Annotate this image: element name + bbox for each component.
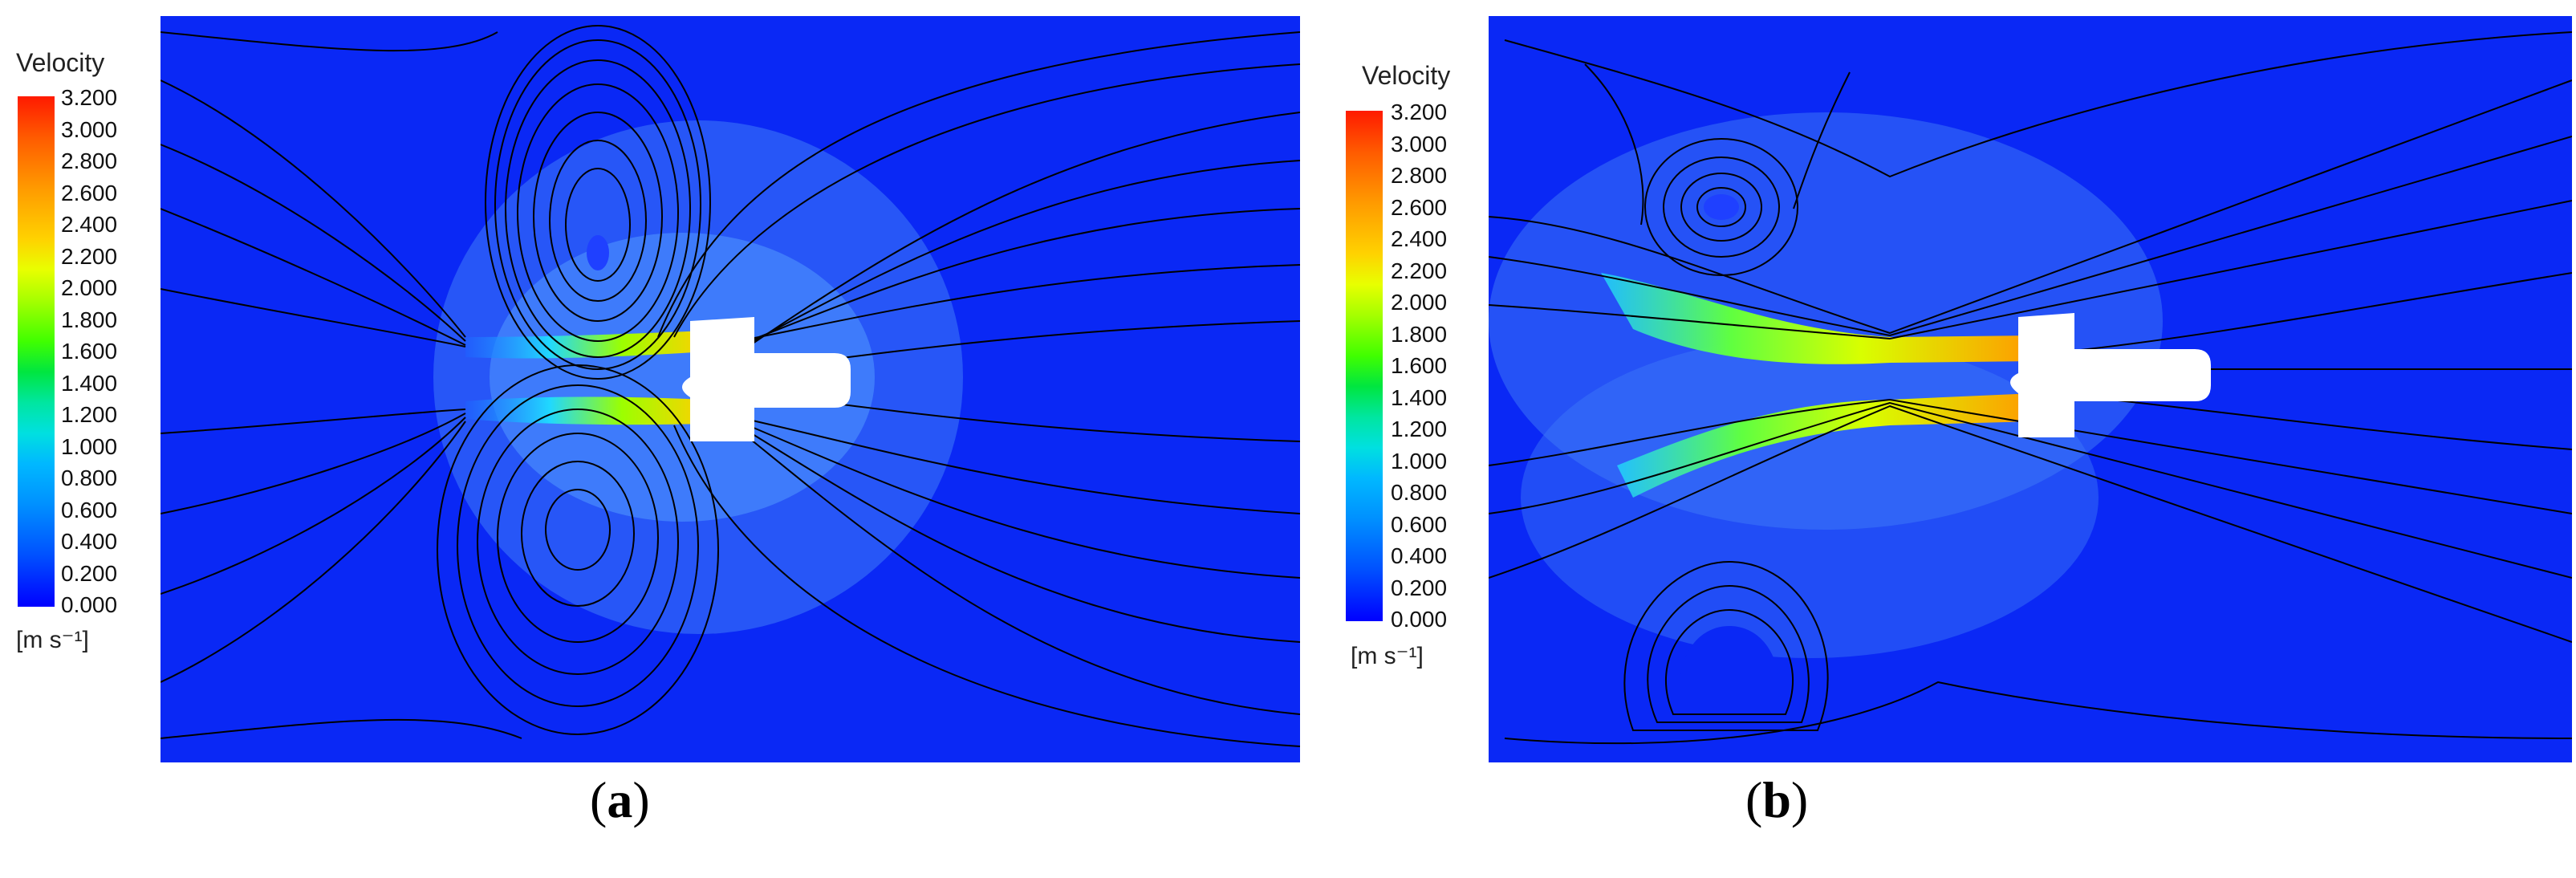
colorbar-tick: 1.400 (1391, 384, 1448, 410)
lower-jet (465, 396, 706, 425)
flow-field-b (1489, 16, 2572, 762)
hull-body (682, 317, 851, 441)
colorbar-tick: 2.400 (61, 212, 118, 237)
colorbar-tick: 2.200 (61, 243, 118, 269)
panel-b: Velocity 3.200 3.000 2.800 2.600 2.400 2.200 2… (1288, 0, 2576, 878)
low-velocity-halo (1489, 112, 2163, 530)
panel-a: Velocity 3.200 3.000 2.800 2.600 2.400 2.200 2… (16, 16, 1300, 828)
colorbar-tick: 0.800 (1391, 480, 1448, 505)
colorbar-tick: 2.400 (1391, 226, 1448, 251)
colorbar-tick: 0.200 (61, 560, 118, 586)
velocity-colorbar (1346, 111, 1383, 621)
legend-title: Velocity (16, 48, 105, 77)
colorbar-tick: 2.000 (61, 275, 118, 300)
colorbar-tick: 2.600 (61, 180, 118, 205)
colorbar-tick: 1.600 (1391, 353, 1448, 378)
hull-body (2010, 313, 2211, 437)
colorbar-tick: 0.200 (1391, 575, 1448, 600)
colorbar-tick: 1.800 (1391, 321, 1448, 347)
legend-title: Velocity (1362, 61, 1451, 90)
colorbar-tick-labels: 3.200 3.000 2.800 2.600 2.400 2.200 2.000 1.800… (1391, 101, 1447, 631)
colorbar-tick: 2.800 (61, 148, 118, 173)
streamlines-a (160, 25, 1300, 747)
streamlines-b (1489, 31, 2572, 745)
panel-label-b: (b) (1745, 771, 1809, 828)
colorbar-tick: 1.400 (61, 370, 118, 396)
colorbar-tick-labels: 3.200 3.000 2.800 2.600 2.400 2.200 2.000 1.800… (61, 87, 117, 616)
lower-vortex-core (1680, 626, 1779, 706)
colorbar-tick: 0.800 (61, 465, 118, 490)
colorbar-tick: 1.800 (61, 307, 118, 332)
colorbar-tick: 3.000 (1391, 131, 1448, 156)
colorbar-tick: 1.200 (1391, 417, 1448, 441)
flow-field-a (160, 16, 1300, 762)
colorbar-tick: 0.400 (1391, 543, 1448, 568)
colorbar-tick: 0.000 (61, 592, 118, 617)
colorbar-tick: 1.000 (1391, 448, 1448, 474)
upper-jet (1601, 273, 2034, 364)
panel-label-a: (a) (590, 771, 650, 828)
colorbar-tick: 0.600 (1391, 511, 1448, 537)
colorbar-tick: 3.200 (61, 85, 118, 110)
colorbar-tick: 2.800 (1391, 163, 1448, 188)
velocity-colorbar (18, 96, 55, 607)
colorbar-tick: 2.000 (1391, 290, 1448, 315)
colorbar-tick: 0.600 (61, 497, 118, 522)
colorbar-tick: 2.600 (1391, 194, 1448, 220)
colorbar-tick: 2.200 (1391, 258, 1448, 283)
upper-vortex-core (1704, 194, 1739, 220)
colorbar-tick: 0.400 (61, 529, 118, 554)
unit-label: [m s⁻¹] (16, 627, 89, 653)
colorbar-tick: 1.600 (61, 339, 118, 364)
colorbar-tick: 3.200 (1391, 100, 1448, 124)
upper-vortex-core (587, 235, 609, 270)
colorbar-tick: 1.200 (61, 402, 118, 427)
colorbar-tick: 0.000 (1391, 607, 1448, 632)
unit-label: [m s⁻¹] (1351, 643, 1424, 669)
colorbar-tick: 3.000 (61, 116, 118, 142)
colorbar-tick: 1.000 (61, 433, 118, 459)
